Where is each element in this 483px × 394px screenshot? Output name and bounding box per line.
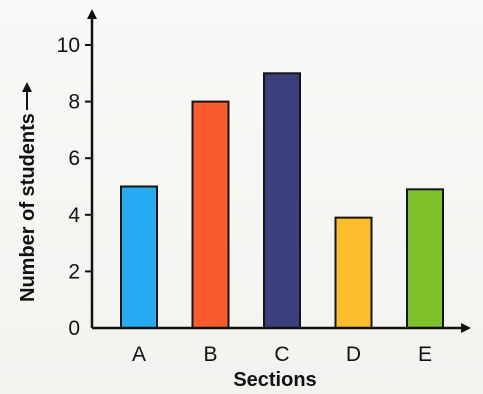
x-axis-title: Sections (233, 369, 316, 391)
x-tick-label-b: B (203, 343, 217, 366)
bar-e (406, 188, 444, 329)
y-tick-label-0: 0 (68, 317, 80, 340)
y-tick-label-8: 8 (68, 91, 80, 114)
y-tick-label-2: 2 (68, 260, 80, 283)
y-axis-title: Number of students (17, 113, 39, 302)
x-tick-label-e: E (418, 343, 432, 366)
x-labels-layer: A B C D E (132, 343, 432, 366)
x-tick-label-c: C (274, 343, 289, 366)
axes-layer (87, 9, 471, 333)
x-tick-label-a: A (132, 343, 146, 366)
y-tick-label-4: 4 (68, 204, 80, 227)
bar-c (263, 72, 301, 329)
y-tick-label-6: 6 (68, 147, 80, 170)
y-axis-title-group: Number of students (17, 82, 39, 302)
y-ticks-layer: 0 2 4 6 8 10 (57, 34, 92, 340)
bar-d (334, 216, 373, 330)
x-tick-label-d: D (346, 343, 361, 366)
y-tick-label-10: 10 (57, 34, 80, 57)
bar-b (191, 100, 230, 329)
bar-a (120, 185, 158, 329)
bars-layer (120, 72, 444, 330)
